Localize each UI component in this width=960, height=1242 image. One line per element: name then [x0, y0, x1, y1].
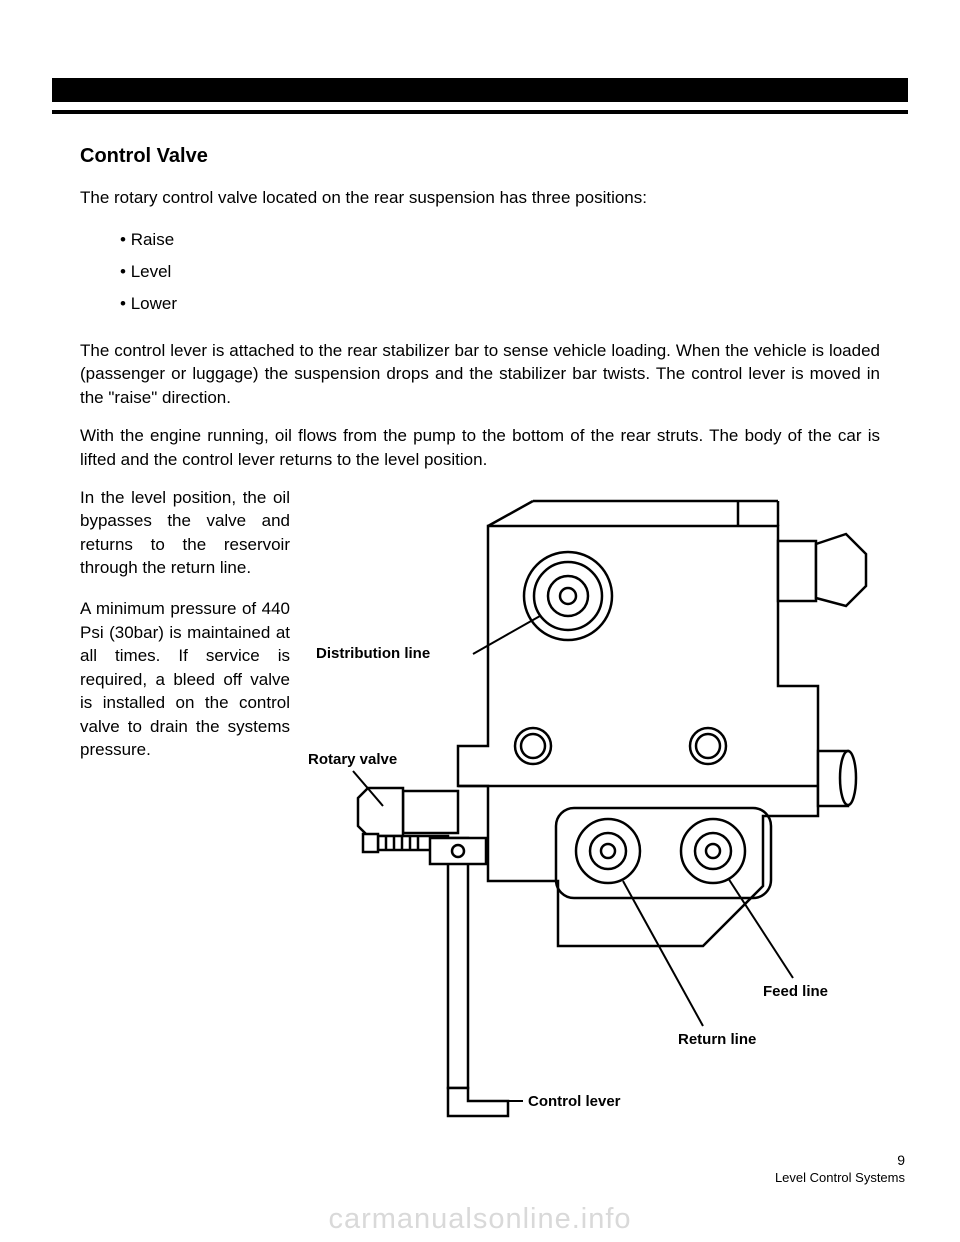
position-list: Raise Level Lower	[120, 224, 880, 321]
header-band	[52, 78, 908, 102]
footer-title: Level Control Systems	[775, 1170, 905, 1185]
paragraph: A minimum pressure of 440 Psi (30bar) is…	[80, 597, 290, 761]
section-heading: Control Valve	[80, 145, 880, 168]
header-rule	[52, 110, 908, 114]
intro-paragraph: The rotary control valve located on the …	[80, 186, 880, 210]
list-item: Level	[120, 256, 880, 288]
page-number: 9	[775, 1152, 905, 1168]
diagram-label-feed: Feed line	[763, 983, 828, 1000]
paragraph: In the level position, the oil bypasses …	[80, 486, 290, 580]
two-column-row: In the level position, the oil bypasses …	[80, 486, 880, 1126]
paragraph: The control lever is attached to the rea…	[80, 339, 880, 410]
diagram-label-control: Control lever	[528, 1093, 621, 1110]
paragraph: With the engine running, oil flows from …	[80, 424, 880, 472]
content-area: Control Valve The rotary control valve l…	[80, 145, 880, 1126]
diagram-label-rotary: Rotary valve	[308, 751, 397, 768]
page: Control Valve The rotary control valve l…	[0, 0, 960, 1242]
diagram-label-distribution: Distribution line	[316, 645, 430, 662]
left-column: In the level position, the oil bypasses …	[80, 486, 290, 1126]
right-column: Distribution line Rotary valve Feed line…	[308, 486, 880, 1126]
list-item: Lower	[120, 288, 880, 320]
diagram-label-return: Return line	[678, 1031, 756, 1048]
page-footer: 9 Level Control Systems	[775, 1152, 905, 1185]
watermark: carmanualsonline.info	[0, 1203, 960, 1236]
list-item: Raise	[120, 224, 880, 256]
control-valve-diagram: Distribution line Rotary valve Feed line…	[308, 486, 878, 1126]
